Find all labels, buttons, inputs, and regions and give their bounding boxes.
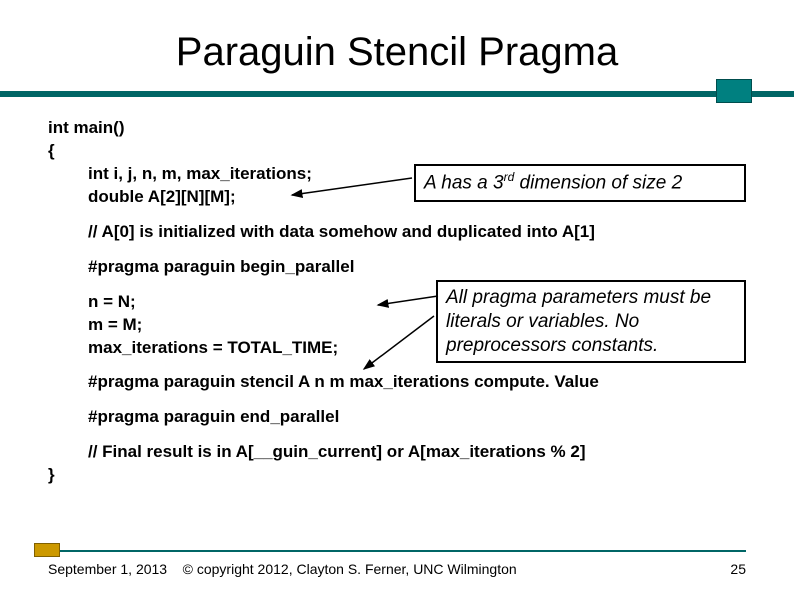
code-line: }: [48, 464, 746, 487]
footer-decoration: [48, 547, 746, 557]
callout-pragma-params: All pragma parameters must be literals o…: [436, 280, 746, 363]
footer-text-row: September 1, 2013 © copyright 2012, Clay…: [48, 561, 746, 577]
footer-left: September 1, 2013 © copyright 2012, Clay…: [48, 561, 517, 577]
code-line: // Final result is in A[__guin_current] …: [48, 441, 746, 464]
footer-accent-box: [34, 543, 60, 557]
footer-line: [48, 550, 746, 552]
code-line: {: [48, 140, 746, 163]
title-accent-box: [716, 79, 752, 103]
footer-date: September 1, 2013: [48, 561, 167, 577]
title-decoration: [48, 83, 746, 103]
code-line: // A[0] is initialized with data somehow…: [48, 221, 746, 244]
page-number: 25: [730, 561, 746, 577]
callout-text-sup: rd: [504, 170, 515, 184]
callout-text: A has a 3: [424, 172, 504, 193]
footer-copyright: © copyright 2012, Clayton S. Ferner, UNC…: [183, 561, 517, 577]
code-line: int main(): [48, 117, 746, 140]
callout-dimension: A has a 3rd dimension of size 2: [414, 164, 746, 202]
title-underline: [0, 91, 794, 97]
code-line: #pragma paraguin stencil A n m max_itera…: [48, 371, 746, 394]
callout-text: dimension of size 2: [514, 172, 682, 193]
slide: Paraguin Stencil Pragma int main() { int…: [0, 0, 794, 595]
slide-title: Paraguin Stencil Pragma: [48, 30, 746, 75]
callout-text: All pragma parameters must be literals o…: [446, 287, 711, 356]
code-line: #pragma paraguin end_parallel: [48, 406, 746, 429]
footer: September 1, 2013 © copyright 2012, Clay…: [48, 547, 746, 577]
code-line: #pragma paraguin begin_parallel: [48, 256, 746, 279]
